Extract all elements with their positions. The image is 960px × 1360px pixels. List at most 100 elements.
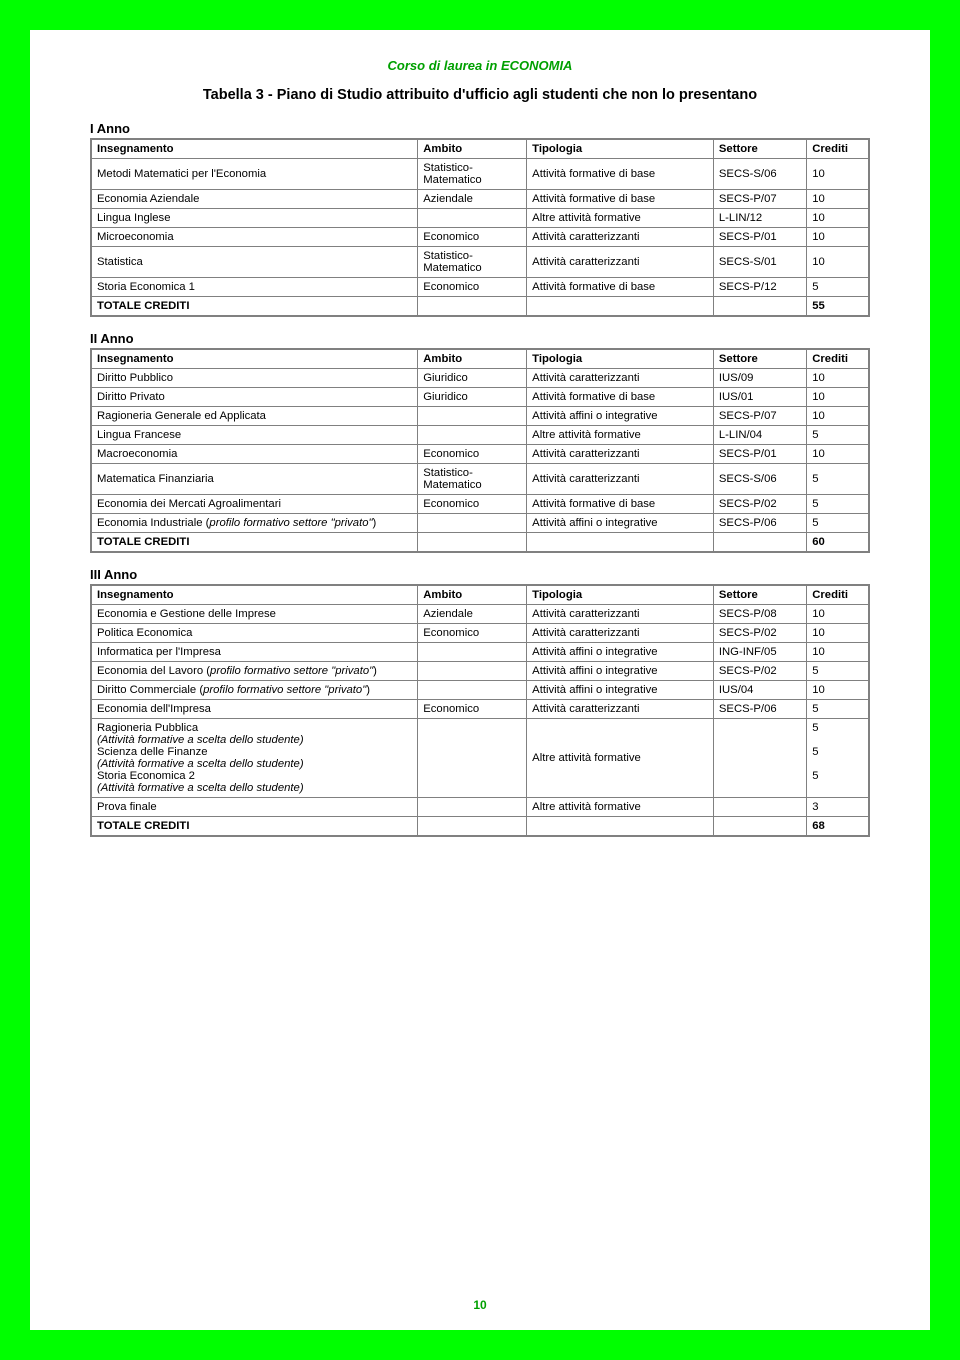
cell-crediti: 10 [807, 159, 869, 190]
h-tipologia: Tipologia [527, 139, 714, 159]
cell-crediti: 10 [807, 247, 869, 278]
cell-settore: SECS-P/08 [713, 605, 806, 624]
cell-tipologia: Attività affini o integrative [527, 514, 714, 533]
course-header: Corso di laurea in ECONOMIA [90, 58, 870, 73]
table-row: Lingua IngleseAltre attività formativeL-… [91, 209, 869, 228]
table-row: Economia Industriale (profilo formativo … [91, 514, 869, 533]
year2-title: II Anno [90, 331, 870, 346]
cell-crediti: 5 [807, 700, 869, 719]
cell-ambito: Economico [418, 445, 527, 464]
cell-tipologia: Attività caratterizzanti [527, 700, 714, 719]
cell-insegnamento: Storia Economica 1 [91, 278, 418, 297]
h-ambito: Ambito [418, 349, 527, 369]
cell-crediti: 10 [807, 624, 869, 643]
cell-insegnamento: Matematica Finanziaria [91, 464, 418, 495]
cell-tipologia: Attività formative di base [527, 190, 714, 209]
cell-ambito [418, 209, 527, 228]
cell-settore: SECS-S/06 [713, 464, 806, 495]
cell-insegnamento: Metodi Matematici per l'Economia [91, 159, 418, 190]
merged-crediti: 555 [807, 719, 869, 798]
cell-ambito [418, 407, 527, 426]
cell-insegnamento: Economia dei Mercati Agroalimentari [91, 495, 418, 514]
table-row: Economia AziendaleAziendaleAttività form… [91, 190, 869, 209]
cell-insegnamento: Informatica per l'Impresa [91, 643, 418, 662]
cell-crediti: 10 [807, 407, 869, 426]
cell-settore: SECS-P/07 [713, 190, 806, 209]
cell-settore: SECS-P/12 [713, 278, 806, 297]
merged-row: Ragioneria Pubblica(Attività formative a… [91, 719, 869, 798]
cell-settore: SECS-P/02 [713, 662, 806, 681]
prova-ins: Prova finale [91, 798, 418, 817]
cell-settore: SECS-P/06 [713, 514, 806, 533]
h-tipologia: Tipologia [527, 585, 714, 605]
h-settore: Settore [713, 585, 806, 605]
main-title: Tabella 3 - Piano di Studio attribuito d… [90, 87, 870, 103]
cell-ambito [418, 643, 527, 662]
table-row: Economia dell'ImpresaEconomicoAttività c… [91, 700, 869, 719]
cell-tipologia: Attività caratterizzanti [527, 369, 714, 388]
cell-crediti: 10 [807, 228, 869, 247]
page-border: Corso di laurea in ECONOMIA Tabella 3 - … [0, 0, 960, 1360]
cell-ambito: Statistico- Matematico [418, 159, 527, 190]
cell-tipologia: Attività caratterizzanti [527, 464, 714, 495]
table-row: Informatica per l'ImpresaAttività affini… [91, 643, 869, 662]
cell-ambito: Aziendale [418, 605, 527, 624]
cell-crediti: 10 [807, 643, 869, 662]
cell-insegnamento: Lingua Francese [91, 426, 418, 445]
cell-ambito [418, 514, 527, 533]
total-value: 68 [807, 817, 869, 837]
cell-settore: SECS-P/01 [713, 228, 806, 247]
page-number: 10 [30, 1298, 930, 1312]
total-value: 60 [807, 533, 869, 553]
table-row: Metodi Matematici per l'EconomiaStatisti… [91, 159, 869, 190]
cell-tipologia: Attività formative di base [527, 278, 714, 297]
table-row: Economia e Gestione delle ImpreseAzienda… [91, 605, 869, 624]
cell-tipologia: Attività affini o integrative [527, 662, 714, 681]
cell-ambito: Economico [418, 624, 527, 643]
table-header-row: Insegnamento Ambito Tipologia Settore Cr… [91, 585, 869, 605]
table-row: Lingua FranceseAltre attività formativeL… [91, 426, 869, 445]
year3-table: Insegnamento Ambito Tipologia Settore Cr… [90, 584, 870, 837]
h-tipologia: Tipologia [527, 349, 714, 369]
cell-insegnamento: Diritto Pubblico [91, 369, 418, 388]
cell-tipologia: Attività caratterizzanti [527, 624, 714, 643]
table-row: Ragioneria Generale ed ApplicataAttività… [91, 407, 869, 426]
h-insegnamento: Insegnamento [91, 585, 418, 605]
table-row: Economia del Lavoro (profilo formativo s… [91, 662, 869, 681]
total-row: TOTALE CREDITI 55 [91, 297, 869, 317]
year1-table: Insegnamento Ambito Tipologia Settore Cr… [90, 138, 870, 317]
cell-insegnamento: Economia Industriale (profilo formativo … [91, 514, 418, 533]
cell-settore: IUS/09 [713, 369, 806, 388]
cell-crediti: 10 [807, 681, 869, 700]
year2-table: Insegnamento Ambito Tipologia Settore Cr… [90, 348, 870, 553]
cell-insegnamento: Macroeconomia [91, 445, 418, 464]
cell-tipologia: Attività formative di base [527, 495, 714, 514]
table-row: StatisticaStatistico- MatematicoAttività… [91, 247, 869, 278]
cell-tipologia: Attività caratterizzanti [527, 445, 714, 464]
cell-tipologia: Attività caratterizzanti [527, 247, 714, 278]
cell-tipologia: Attività affini o integrative [527, 407, 714, 426]
h-settore: Settore [713, 139, 806, 159]
cell-tipologia: Altre attività formative [527, 426, 714, 445]
cell-ambito: Giuridico [418, 388, 527, 407]
table-row: Politica EconomicaEconomicoAttività cara… [91, 624, 869, 643]
table-row: MicroeconomiaEconomicoAttività caratteri… [91, 228, 869, 247]
h-crediti: Crediti [807, 139, 869, 159]
table-row: Economia dei Mercati AgroalimentariEcono… [91, 495, 869, 514]
cell-crediti: 5 [807, 662, 869, 681]
cell-crediti: 10 [807, 445, 869, 464]
total-row: TOTALE CREDITI 60 [91, 533, 869, 553]
year3-title: III Anno [90, 567, 870, 582]
cell-ambito [418, 662, 527, 681]
cell-settore: IUS/04 [713, 681, 806, 700]
cell-ambito: Economico [418, 228, 527, 247]
cell-crediti: 10 [807, 605, 869, 624]
cell-settore: SECS-P/02 [713, 495, 806, 514]
h-crediti: Crediti [807, 585, 869, 605]
prova-row: Prova finale Altre attività formative 3 [91, 798, 869, 817]
total-label: TOTALE CREDITI [91, 533, 418, 553]
table-row: Matematica FinanziariaStatistico- Matema… [91, 464, 869, 495]
cell-crediti: 5 [807, 495, 869, 514]
year1-title: I Anno [90, 121, 870, 136]
cell-crediti: 10 [807, 190, 869, 209]
